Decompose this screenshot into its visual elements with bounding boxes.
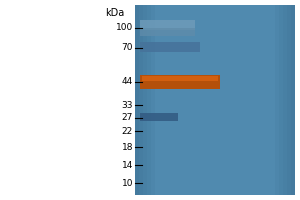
Bar — [140, 113, 178, 121]
Text: 18: 18 — [122, 142, 133, 152]
Bar — [140, 28, 195, 36]
Text: 33: 33 — [122, 100, 133, 110]
Bar — [283, 5, 295, 195]
Bar — [287, 5, 295, 195]
Text: 100: 100 — [116, 23, 133, 32]
Bar — [279, 5, 295, 195]
Text: 27: 27 — [122, 114, 133, 122]
Bar — [135, 5, 151, 195]
Text: 14: 14 — [122, 160, 133, 170]
Bar — [142, 76, 218, 81]
Text: 70: 70 — [122, 44, 133, 52]
Bar — [135, 5, 143, 195]
Bar — [135, 5, 155, 195]
Text: 10: 10 — [122, 178, 133, 188]
Bar — [135, 5, 147, 195]
Bar — [140, 75, 220, 89]
Bar — [291, 5, 295, 195]
Bar — [135, 5, 295, 195]
Bar — [140, 42, 200, 52]
Bar — [275, 5, 295, 195]
Text: 44: 44 — [122, 77, 133, 86]
Text: kDa: kDa — [105, 8, 124, 18]
Text: 22: 22 — [122, 127, 133, 136]
Bar — [135, 5, 139, 195]
Bar — [140, 20, 195, 30]
